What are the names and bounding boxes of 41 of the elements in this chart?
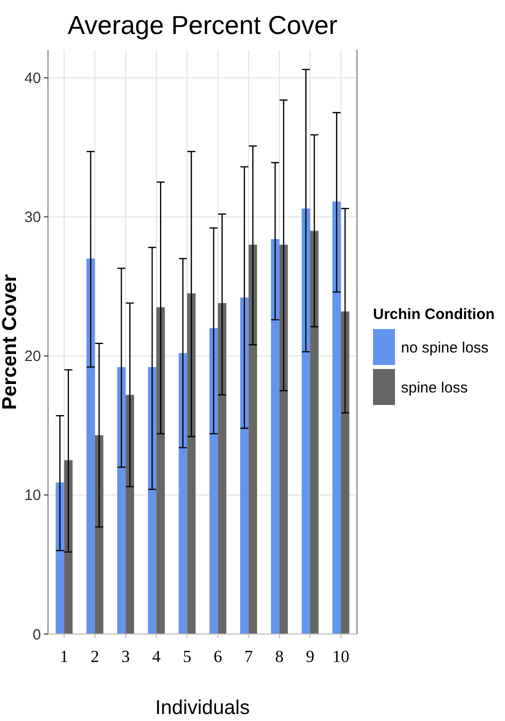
- bar: [86, 258, 95, 634]
- bar: [218, 303, 226, 634]
- x-tick-label: 1: [60, 647, 68, 666]
- bar: [187, 293, 196, 634]
- x-tick-label: 5: [182, 647, 192, 666]
- chart-title: Average Percent Cover: [68, 10, 338, 40]
- bar: [148, 367, 156, 634]
- x-tick-label: 9: [306, 647, 314, 666]
- bar: [302, 208, 310, 634]
- x-tick-label: 8: [275, 647, 284, 666]
- bar: [64, 460, 73, 634]
- x-tick-label: 2: [90, 647, 100, 666]
- legend-label: spine loss: [401, 379, 468, 396]
- bar: [340, 311, 350, 634]
- legend-title: Urchin Condition: [373, 306, 495, 323]
- bar: [240, 298, 249, 634]
- bar: [56, 482, 64, 634]
- bar: [270, 239, 280, 634]
- y-tick-label: 40: [24, 70, 41, 88]
- bar: [156, 307, 165, 634]
- x-tick-label: 4: [152, 647, 162, 666]
- bar: [209, 328, 218, 634]
- bar: [332, 202, 341, 634]
- y-tick-label: 20: [24, 348, 41, 366]
- x-tick-label: 7: [244, 647, 254, 666]
- x-tick-label: 10: [332, 647, 350, 666]
- y-axis-title: Percent Cover: [0, 274, 21, 410]
- bar: [94, 435, 104, 634]
- bar: [126, 394, 134, 634]
- x-tick-label: 3: [121, 647, 130, 666]
- bar: [178, 353, 188, 634]
- legend-label: no spine loss: [401, 339, 489, 356]
- bar: [279, 244, 288, 634]
- y-tick-label: 0: [32, 626, 41, 644]
- bar: [310, 230, 319, 634]
- y-tick-label: 10: [24, 487, 41, 504]
- bar: [117, 367, 126, 634]
- x-tick-label: 6: [214, 647, 222, 666]
- y-tick-label: 30: [24, 209, 41, 226]
- bar: [248, 244, 258, 634]
- x-axis-title: Individuals: [155, 697, 250, 719]
